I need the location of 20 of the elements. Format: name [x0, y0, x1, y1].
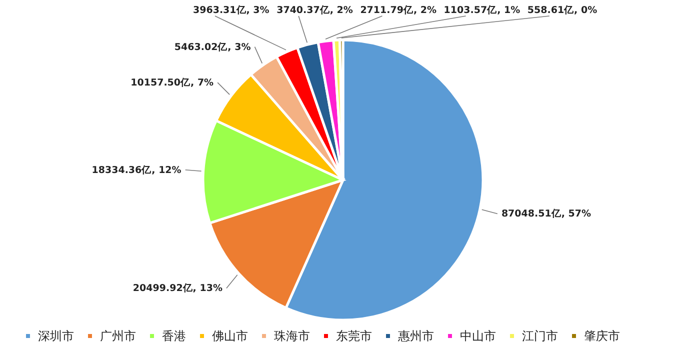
legend-label: 深圳市 [38, 329, 74, 343]
legend-label: 香港 [162, 329, 186, 343]
data-label: 18334.36亿, 12% [92, 164, 182, 176]
data-label: 2711.79亿, 2% [360, 4, 437, 16]
legend-label: 佛山市 [212, 329, 248, 343]
data-label: 1103.57亿, 1% [444, 4, 521, 16]
data-label: 5463.02亿, 3% [174, 40, 252, 53]
legend-label: 江门市 [522, 329, 558, 343]
legend-label: 惠州市 [397, 329, 434, 343]
legend-label: 东莞市 [336, 329, 372, 343]
data-label: 558.61亿, 0% [527, 4, 598, 16]
data-label: 20499.92亿, 13% [132, 282, 223, 294]
legend-label: 中山市 [460, 329, 496, 343]
data-label: 3740.37亿, 2% [276, 4, 354, 16]
legend-label: 广州市 [100, 329, 136, 343]
data-label: 87048.51亿, 57% [501, 208, 592, 220]
legend-label: 珠海市 [274, 329, 310, 343]
legend-label: 肇庆市 [584, 329, 620, 343]
data-label: 3963.31亿, 3% [193, 4, 270, 16]
data-label: 10157.50亿, 7% [130, 76, 214, 89]
